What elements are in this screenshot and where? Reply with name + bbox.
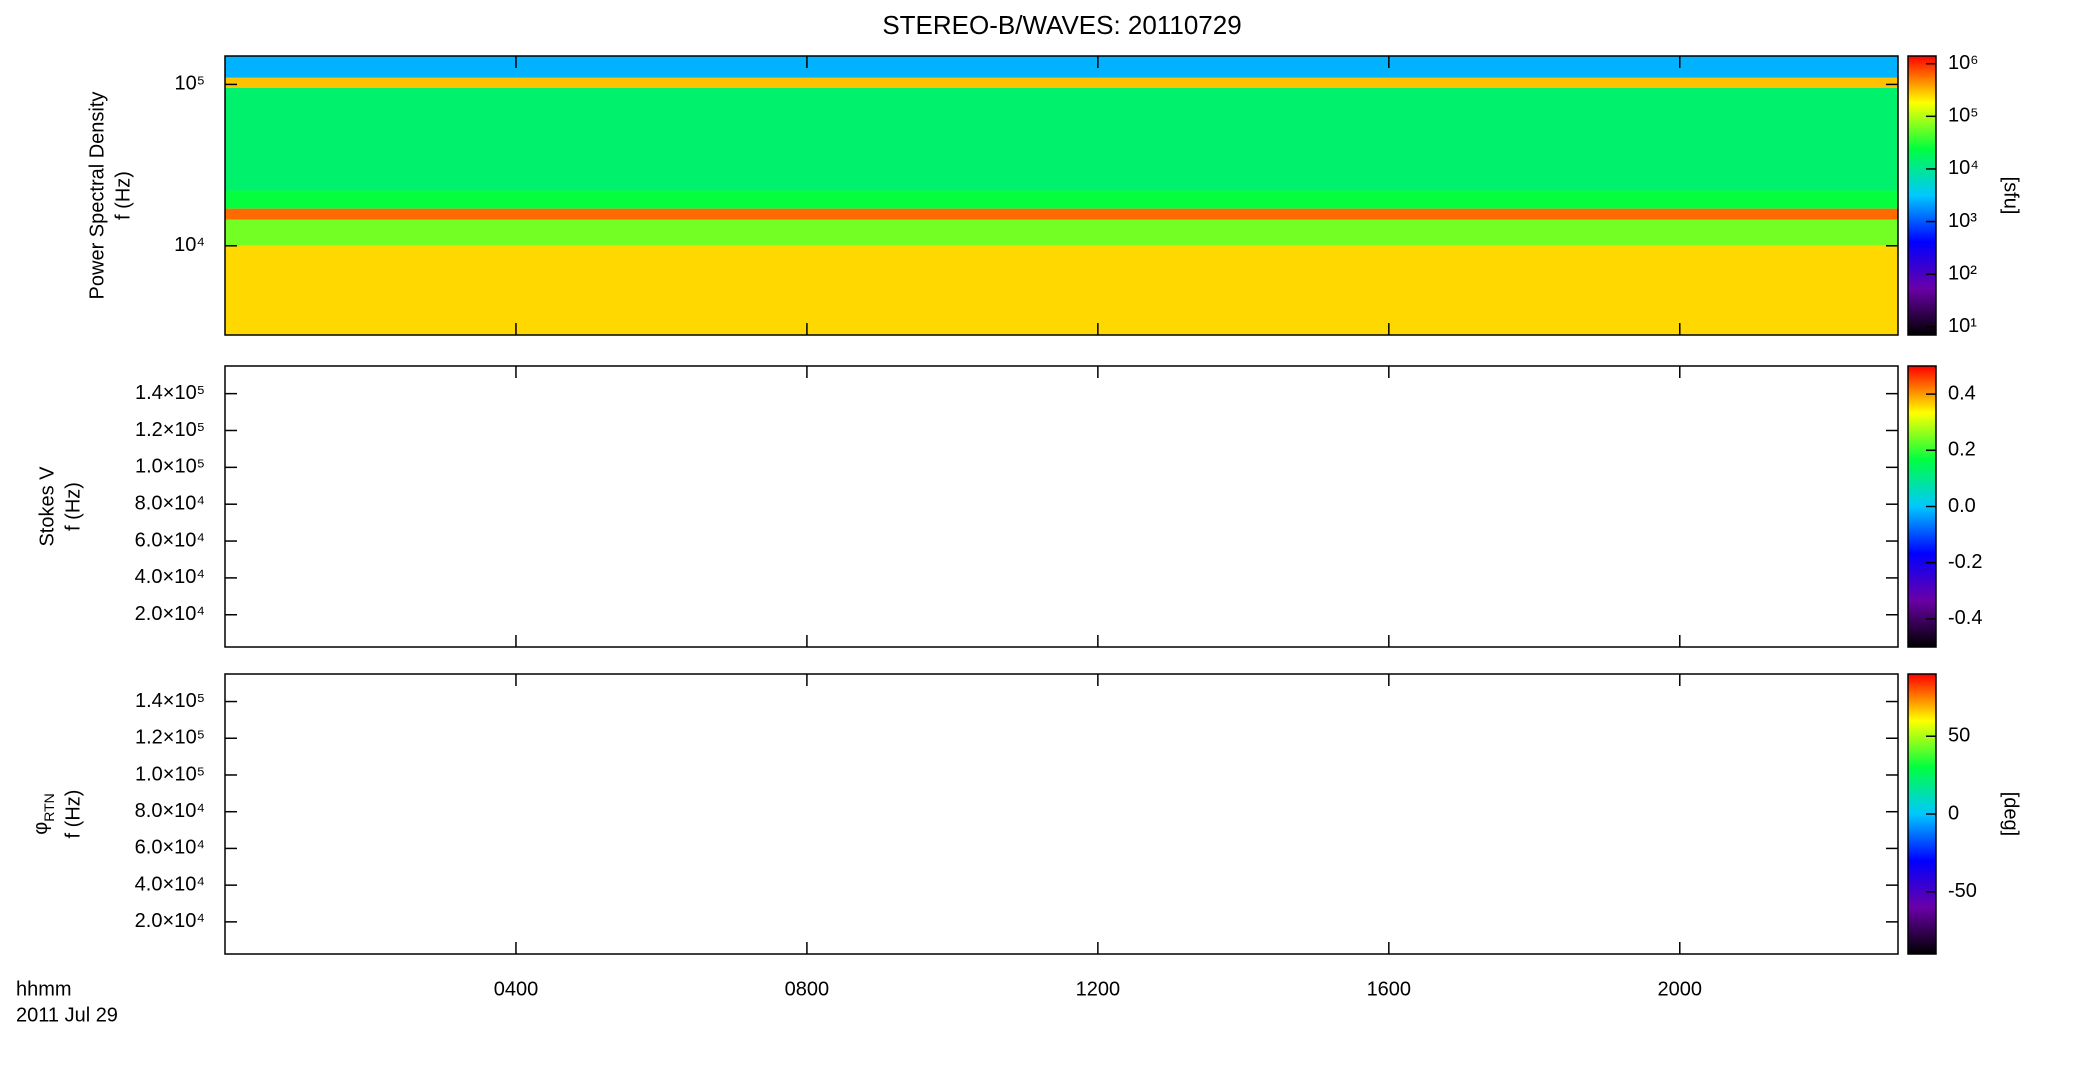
spectrogram-cell: [225, 77, 1898, 89]
colorbar-tick-label: 10⁵: [1948, 105, 1979, 127]
x-tick-label: 1600: [1367, 978, 1412, 1000]
y-axis-label: Power Spectral Density: [86, 92, 108, 300]
colorbar: [1907, 55, 1937, 336]
colorbar-label: [deg]: [2000, 792, 2022, 836]
colorbar-tick-label: 10²: [1948, 262, 1977, 284]
y-axis-label: Stokes V: [36, 466, 58, 547]
colorbar-label: [sfu]: [2000, 177, 2022, 215]
colorbar-tick-label: 10⁶: [1948, 52, 1978, 74]
x-tick-label: 1200: [1076, 978, 1121, 1000]
y-tick-label: 1.0×10⁵: [135, 456, 205, 478]
colorbar-tick-label: 10¹: [1948, 315, 1977, 337]
spectrogram-cell: [225, 56, 1898, 78]
colorbar-tick-label: 0.0: [1948, 495, 1976, 517]
y-tick-label: 8.0×10⁴: [135, 800, 205, 822]
colorbar-tick-label: 0.2: [1948, 439, 1976, 461]
y-tick-label: 1.2×10⁵: [135, 727, 205, 749]
y-tick-label: 8.0×10⁴: [135, 492, 205, 514]
colorbar-tick-label: -0.4: [1948, 607, 1982, 629]
spectrogram-cell: [225, 208, 1898, 220]
spectrogram-cell: [225, 219, 1898, 246]
colorbar-tick-label: 0: [1948, 802, 1959, 824]
y-tick-label: 1.2×10⁵: [135, 419, 205, 441]
y-tick-label: 6.0×10⁴: [135, 529, 205, 551]
y-tick-label: 4.0×10⁴: [135, 873, 205, 895]
x-axis-label: hhmm: [16, 978, 72, 1000]
y-axis-subscript: RTN: [41, 793, 57, 822]
x-tick-label: 0400: [494, 978, 539, 1000]
colorbar-tick-label: 10³: [1948, 210, 1977, 232]
chart-title: STEREO-B/WAVES: 20110729: [882, 10, 1241, 40]
y-tick-label: 10⁵: [174, 73, 205, 95]
x-tick-label: 2000: [1658, 978, 1703, 1000]
colorbar-tick-label: 50: [1948, 725, 1970, 747]
y-tick-label: 1.4×10⁵: [135, 690, 205, 712]
colorbar-tick-label: 10⁴: [1948, 157, 1979, 179]
spectrogram-cell: [225, 88, 1898, 191]
y-tick-label: 10⁴: [174, 234, 205, 256]
plot-frame: [224, 365, 1899, 648]
colorbar-tick-label: -50: [1948, 880, 1977, 902]
y-axis-symbol: φ: [30, 822, 52, 835]
y-axis-label: φRTN: [30, 793, 56, 835]
y-tick-label: 1.0×10⁵: [135, 763, 205, 785]
colorbar-tick-label: 0.4: [1948, 382, 1976, 404]
y-tick-label: 2.0×10⁴: [135, 910, 205, 932]
y-tick-label: 1.4×10⁵: [135, 382, 205, 404]
y-axis-label: f (Hz): [62, 482, 84, 531]
date-label: 2011 Jul 29: [16, 1004, 118, 1026]
x-tick-label: 0800: [785, 978, 830, 1000]
colorbar-tick-label: -0.2: [1948, 551, 1982, 573]
y-axis-label: f (Hz): [62, 790, 84, 839]
spectrogram-cell: [225, 245, 1898, 335]
plot-frame: [224, 55, 1899, 336]
y-axis-label: f (Hz): [112, 171, 134, 220]
y-tick-label: 6.0×10⁴: [135, 837, 205, 859]
spectrogram-cell: [225, 190, 1898, 209]
plot-frame: [224, 673, 1899, 955]
y-tick-label: 2.0×10⁴: [135, 603, 205, 625]
y-tick-label: 4.0×10⁴: [135, 566, 205, 588]
